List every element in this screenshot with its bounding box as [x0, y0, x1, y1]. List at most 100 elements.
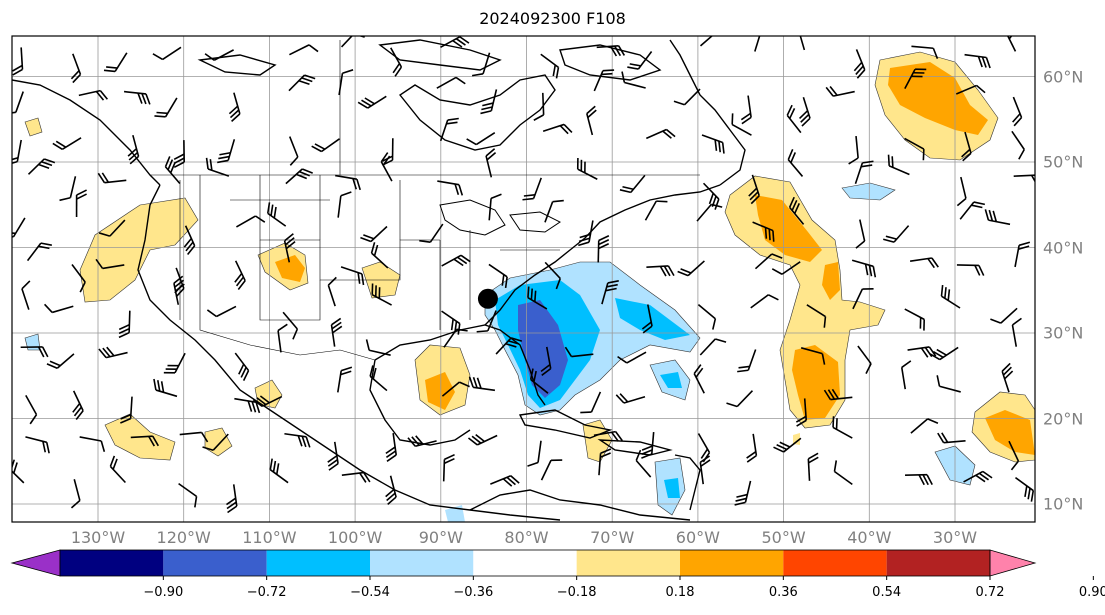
wind-barb: [217, 139, 236, 164]
wind-barb: [956, 176, 967, 207]
wind-barb: [130, 435, 159, 447]
wind-barb: [228, 92, 241, 122]
wind-barb: [234, 260, 246, 290]
storm-center-marker: [477, 288, 498, 309]
wind-barb: [485, 148, 497, 178]
wind-barb: [905, 473, 933, 486]
longitude-label: 30°W: [932, 528, 978, 547]
wind-barb: [963, 470, 993, 483]
wind-barb: [580, 391, 602, 414]
wind-barb: [480, 89, 498, 115]
wind-barb: [471, 52, 491, 77]
wind-barb: [285, 168, 313, 185]
wind-barb: [601, 280, 619, 305]
wind-barb: [887, 154, 910, 176]
wind-barb: [617, 351, 647, 364]
wind-barb: [578, 220, 594, 247]
wind-barb: [586, 105, 597, 136]
colorbar-segment: [886, 550, 990, 576]
wind-barb: [70, 53, 82, 84]
wind-barb: [693, 364, 705, 394]
wind-barb: [340, 266, 365, 286]
wind-barb: [173, 140, 186, 169]
wind-barb: [641, 432, 655, 459]
wind-barb: [179, 431, 209, 443]
wind-barb: [109, 455, 126, 484]
wind-barb: [677, 260, 705, 277]
wind-barb: [385, 475, 397, 505]
wind-barb: [380, 152, 393, 182]
anomaly-shading: [24, 51, 1035, 522]
wind-barb: [178, 482, 198, 508]
colorbar-segment: [473, 550, 577, 576]
wind-barb: [234, 397, 261, 414]
wind-barb: [646, 265, 675, 277]
latitude-label: 60°N: [1043, 67, 1084, 86]
map-frame: [11, 35, 1036, 523]
wind-barb: [904, 308, 926, 331]
wind-barb: [360, 225, 388, 243]
wind-barb: [644, 200, 668, 221]
wind-barb: [419, 223, 444, 244]
wind-barb: [544, 261, 561, 290]
wind-barb: [964, 53, 991, 69]
wind-barb: [564, 346, 594, 358]
wind-barb: [12, 217, 26, 238]
wind-barb: [750, 294, 779, 309]
colorbar-tick-label: −0.72: [246, 585, 287, 600]
colorbar-tick-label: 0.90: [1078, 585, 1105, 600]
wind-barb: [476, 310, 497, 333]
wind-barb: [851, 259, 877, 278]
wind-barb: [754, 36, 763, 52]
longitude-label: 40°W: [847, 528, 892, 547]
colorbar-segment: [783, 550, 887, 576]
wind-barb: [911, 45, 939, 59]
colorbar-tick-label: 0.36: [768, 585, 798, 600]
wind-barb: [467, 433, 498, 446]
wind-barb: [900, 360, 912, 390]
wind-barb: [596, 44, 626, 57]
wind-barb: [120, 396, 133, 424]
wind-barb: [929, 346, 959, 361]
wind-barb: [701, 134, 725, 154]
wind-barb: [699, 36, 728, 47]
wind-barb: [990, 307, 1018, 324]
wind-barb: [282, 311, 299, 340]
wind-barb: [936, 375, 961, 393]
wind-barb: [746, 433, 758, 463]
wind-barb: [527, 286, 548, 310]
wind-barb: [542, 123, 573, 135]
wind-barb: [72, 390, 84, 421]
wind-barb: [832, 416, 853, 439]
wind-barb: [593, 69, 615, 92]
wind-barb: [904, 68, 927, 90]
wind-barb: [825, 86, 855, 97]
wind-barb: [699, 455, 711, 485]
colorbar-tick-label: 0.18: [665, 585, 695, 600]
wind-barb: [98, 346, 128, 359]
wind-barb: [123, 90, 151, 105]
wind-barb: [266, 202, 287, 227]
wind-barb: [593, 430, 623, 442]
colorbar-tick-label: 0.54: [872, 585, 902, 600]
wind-barb: [641, 304, 653, 334]
colorbar-tick-label: 0.72: [975, 585, 1005, 600]
map-title: 2024092300 F108: [479, 9, 626, 28]
wind-barb: [627, 51, 653, 70]
wind-barb: [740, 95, 752, 125]
wind-barb: [382, 138, 394, 166]
wind-barb: [43, 303, 74, 314]
wind-barb: [439, 117, 459, 142]
wind-barb: [529, 368, 549, 394]
wind-barb: [340, 36, 365, 48]
wind-barb: [52, 137, 82, 151]
wind-barb: [1001, 362, 1014, 393]
wind-barb: [407, 435, 437, 448]
wind-barb: [1013, 174, 1035, 186]
wind-barb: [338, 69, 354, 96]
wind-barb: [956, 264, 985, 276]
wind-barb: [12, 456, 25, 484]
wind-barb: [79, 436, 106, 452]
wind-barbs: [12, 36, 1035, 514]
wind-barb: [335, 174, 361, 191]
